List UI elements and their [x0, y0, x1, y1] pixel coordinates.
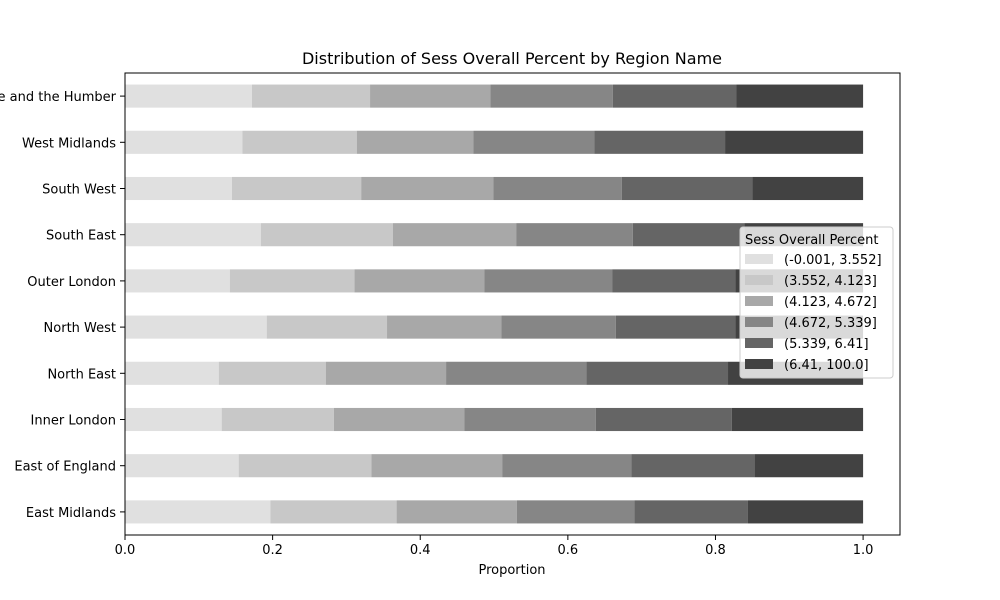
bar-segment — [325, 361, 447, 385]
bar-segment — [501, 315, 616, 339]
legend-swatch — [745, 359, 773, 369]
bar-segment — [615, 315, 736, 339]
bar-segment — [736, 84, 864, 108]
bar-segment — [484, 269, 613, 293]
bar-segment — [473, 130, 595, 154]
bar-segment — [333, 407, 465, 432]
x-tick-label: 0.2 — [262, 543, 283, 558]
y-tick-label: South East — [46, 229, 116, 244]
bar-segment — [621, 176, 753, 201]
legend-swatch — [745, 275, 773, 285]
bar-segment — [516, 500, 635, 524]
legend-label: (4.123, 4.672] — [784, 295, 877, 310]
bar-segment — [270, 500, 397, 524]
bar-segment — [354, 269, 485, 293]
bar-segment — [392, 223, 517, 247]
legend-swatch — [745, 254, 773, 264]
legend-box — [739, 226, 894, 379]
y-tick-label: East Midlands — [26, 506, 116, 521]
bar-segment — [387, 315, 502, 339]
bar-segment — [634, 500, 748, 524]
bar-segment — [218, 361, 326, 385]
bar-segment — [238, 454, 372, 478]
bar-segment — [612, 84, 737, 108]
legend: Sess Overall Percent (-0.001, 3.552] (3.5… — [739, 226, 894, 379]
bar-segment — [516, 223, 633, 247]
x-axis: 0.0 0.2 0.4 0.6 0.8 1.0 — [115, 535, 874, 558]
y-tick-label: North West — [44, 321, 116, 336]
legend-swatch — [745, 296, 773, 306]
bar-segment — [754, 454, 864, 478]
bar-segment — [221, 407, 334, 432]
x-tick-label: 0.8 — [705, 543, 726, 558]
x-axis-label: Proportion — [478, 563, 545, 578]
bar-segment — [752, 176, 864, 201]
bar-segment — [396, 500, 517, 524]
x-tick-label: 0.6 — [558, 543, 579, 558]
bar-segment — [125, 269, 230, 293]
bar-segment — [125, 84, 252, 108]
bar-segment — [125, 130, 243, 154]
plot-frame — [124, 72, 901, 536]
bar-segment — [370, 84, 491, 108]
legend-label: (3.552, 4.123] — [784, 274, 877, 289]
bar-segment — [502, 454, 632, 478]
bar-segment — [632, 223, 745, 247]
bar-segment — [356, 130, 474, 154]
bar-segment — [586, 361, 729, 385]
legend-label: (6.41, 100.0] — [784, 358, 869, 373]
y-tick-label: Outer London — [27, 275, 116, 290]
bar-segment — [251, 84, 371, 108]
bar-segment — [229, 269, 355, 293]
bar-segment — [446, 361, 587, 385]
legend-swatch — [745, 338, 773, 348]
bar-segment — [125, 454, 239, 478]
y-tick-label: East of England — [14, 460, 116, 475]
bar-segment — [725, 130, 864, 154]
bar-segment — [125, 407, 222, 432]
bar-segment — [490, 84, 613, 108]
bar-segment — [242, 130, 357, 154]
bar-segment — [125, 500, 271, 524]
legend-title: Sess Overall Percent — [745, 233, 878, 248]
y-axis: East Midlands East of England Inner London… — [0, 90, 125, 521]
bar-segment — [232, 176, 362, 201]
bar-segment — [260, 223, 393, 247]
y-tick-label: Inner London — [31, 414, 116, 429]
bar-segment — [493, 176, 622, 201]
y-tick-label: North East — [47, 367, 116, 382]
bar-segment — [594, 130, 726, 154]
legend-label: (-0.001, 3.552] — [784, 253, 882, 268]
bar-segment — [266, 315, 388, 339]
bar-segment — [612, 269, 736, 293]
legend-label: (4.672, 5.339] — [784, 316, 877, 331]
bar-segment — [125, 176, 233, 201]
legend-label: (5.339, 6.41] — [784, 337, 869, 352]
bar-segment — [464, 407, 596, 432]
bar-segment — [731, 407, 864, 432]
bar-segment — [595, 407, 732, 432]
x-tick-label: 0.0 — [115, 543, 136, 558]
chart-title: Distribution of Sess Overall Percent by … — [302, 49, 722, 68]
bar-segment — [371, 454, 503, 478]
x-tick-label: 0.4 — [410, 543, 431, 558]
bar-segment — [125, 361, 219, 385]
y-tick-label: Yorkshire and the Humber — [0, 90, 117, 105]
bar-segment — [631, 454, 755, 478]
bar-segment — [361, 176, 494, 201]
legend-swatch — [745, 317, 773, 327]
bar-segment — [125, 223, 261, 247]
x-tick-label: 1.0 — [853, 543, 874, 558]
bar-segment — [747, 500, 864, 524]
bar-segment — [125, 315, 267, 339]
y-tick-label: West Midlands — [22, 136, 116, 151]
y-tick-label: South West — [42, 183, 116, 198]
